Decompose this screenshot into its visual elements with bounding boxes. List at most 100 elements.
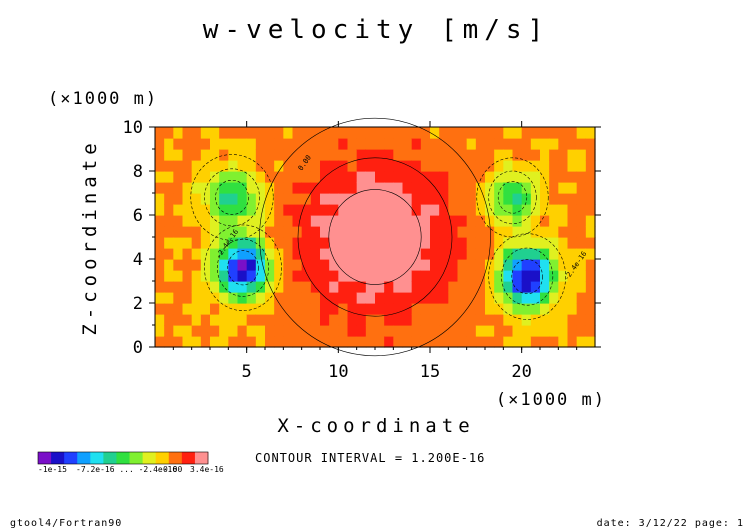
heatmap-cell (512, 149, 523, 161)
heatmap-cell (191, 237, 202, 249)
heatmap-cell (439, 160, 449, 172)
heatmap-cell (164, 160, 174, 172)
heatmap-cell (329, 127, 339, 139)
heatmap-cell (228, 160, 239, 172)
heatmap-cell (164, 237, 174, 249)
heatmap-cell (494, 182, 504, 194)
heatmap-cell (402, 281, 413, 293)
heatmap-cell (292, 171, 303, 183)
heatmap-cell (567, 226, 578, 238)
heatmap-cell (347, 259, 358, 271)
heatmap-cell (585, 303, 596, 315)
heatmap-cell (310, 138, 321, 150)
heatmap-cell (384, 226, 394, 238)
heatmap-cell (182, 314, 193, 326)
heatmap-cell (576, 226, 587, 238)
heatmap-cell (356, 259, 367, 271)
heatmap-cell (228, 127, 239, 139)
heatmap-cell (494, 237, 504, 249)
heatmap-cell (237, 336, 248, 348)
heatmap-cell (530, 138, 541, 150)
heatmap-cell (540, 193, 550, 205)
heatmap-cell (173, 325, 184, 337)
heatmap-cell (540, 314, 550, 326)
colorbar-swatch (194, 452, 209, 464)
heatmap-cell (503, 248, 514, 260)
heatmap-cell (237, 215, 248, 227)
heatmap-cell (329, 281, 339, 293)
heatmap-cell (375, 248, 385, 260)
heatmap-cell (466, 292, 477, 304)
heatmap-cell (585, 248, 596, 260)
y-tick-label: 6 (133, 206, 143, 226)
heatmap-cell (219, 138, 229, 150)
heatmap-cell (439, 215, 449, 227)
heatmap-cell (191, 336, 202, 348)
heatmap-cell (585, 149, 596, 161)
heatmap-cell (549, 303, 559, 315)
heatmap-cell (210, 248, 220, 260)
colorbar-swatch (90, 452, 104, 464)
heatmap-cell (521, 182, 532, 194)
heatmap-cell (356, 215, 367, 227)
heatmap-cell (466, 237, 477, 249)
heatmap-cell (512, 193, 523, 205)
heatmap-cell (191, 325, 202, 337)
heatmap-cell (530, 270, 541, 282)
heatmap-cell (430, 314, 440, 326)
heatmap-cell (485, 138, 495, 150)
heatmap-cell (567, 182, 578, 194)
heatmap-cell (310, 259, 321, 271)
heatmap-cell (210, 182, 220, 194)
contour-line (488, 170, 537, 225)
heatmap-cell (457, 248, 468, 260)
heatmap-cell (521, 259, 532, 271)
heatmap-cell (310, 336, 321, 348)
heatmap-cell (494, 314, 504, 326)
heatmap-cell (155, 160, 165, 172)
heatmap-cell (549, 325, 559, 337)
heatmap-cell (512, 215, 523, 227)
colorbar-label-mid: -7.2e-16 ... -2.4e-16 (76, 465, 177, 474)
heatmap-cell (228, 226, 239, 238)
heatmap-cell (475, 204, 486, 216)
heatmap-cell (485, 171, 495, 183)
heatmap-cell (411, 303, 422, 315)
heatmap-cell (585, 237, 596, 249)
heatmap-cell (420, 226, 431, 238)
heatmap-cell (329, 215, 339, 227)
heatmap-cell (576, 215, 587, 227)
heatmap-cell (301, 336, 312, 348)
heatmap-cell (420, 171, 431, 183)
heatmap-cell (540, 160, 550, 172)
colorbar-label-zero: 0.00 (163, 465, 182, 474)
heatmap-cell (567, 292, 578, 304)
heatmap-cell (576, 127, 587, 139)
colorbar-frame (37, 451, 209, 465)
heatmap-cell (219, 270, 229, 282)
heatmap-cell (411, 325, 422, 337)
heatmap-cell (439, 149, 449, 161)
y-axis: 0 2 4 6 8 10 (123, 118, 601, 358)
heatmap-cell (173, 237, 184, 249)
heatmap-cell (338, 314, 349, 326)
heatmap-cell (155, 149, 165, 161)
heatmap-cell (338, 336, 349, 348)
heatmap-cell (503, 149, 514, 161)
heatmap-cell (420, 314, 431, 326)
heatmap-cell (246, 215, 257, 227)
heatmap-cell (274, 292, 284, 304)
heatmap-cell (320, 248, 330, 260)
heatmap-cell (439, 193, 449, 205)
heatmap-cell (338, 171, 349, 183)
heatmap-cell (329, 193, 339, 205)
heatmap-cell (338, 127, 349, 139)
heatmap-cell (347, 314, 358, 326)
heatmap-cell (255, 336, 266, 348)
heatmap-cell (576, 281, 587, 293)
heatmap-cell (356, 336, 367, 348)
heatmap-cell (338, 138, 349, 150)
heatmap-cell (228, 193, 239, 205)
heatmap-cell (320, 292, 330, 304)
heatmap-cell (466, 314, 477, 326)
